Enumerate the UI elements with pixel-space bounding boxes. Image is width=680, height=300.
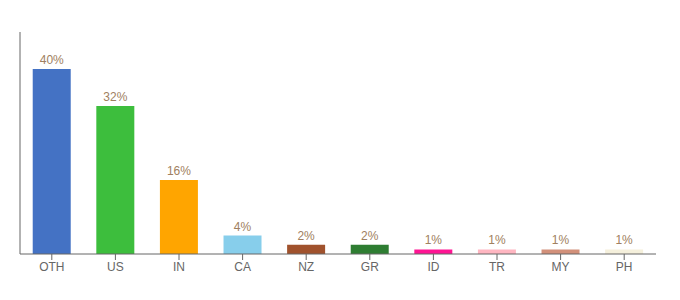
svg-text:PH: PH — [616, 260, 633, 274]
svg-text:16%: 16% — [167, 164, 191, 178]
svg-text:40%: 40% — [40, 53, 64, 67]
svg-text:2%: 2% — [361, 229, 379, 243]
svg-text:US: US — [107, 260, 124, 274]
svg-text:NZ: NZ — [298, 260, 314, 274]
svg-text:32%: 32% — [103, 90, 127, 104]
svg-text:TR: TR — [489, 260, 505, 274]
svg-text:1%: 1% — [488, 233, 506, 247]
svg-text:4%: 4% — [234, 220, 252, 234]
svg-text:CA: CA — [234, 260, 251, 274]
svg-text:1%: 1% — [552, 233, 570, 247]
svg-text:ID: ID — [427, 260, 439, 274]
svg-text:IN: IN — [173, 260, 185, 274]
svg-text:1%: 1% — [425, 233, 443, 247]
svg-text:OTH: OTH — [39, 260, 64, 274]
svg-text:1%: 1% — [615, 233, 633, 247]
svg-text:2%: 2% — [297, 229, 315, 243]
svg-text:GR: GR — [361, 260, 379, 274]
svg-text:MY: MY — [552, 260, 570, 274]
